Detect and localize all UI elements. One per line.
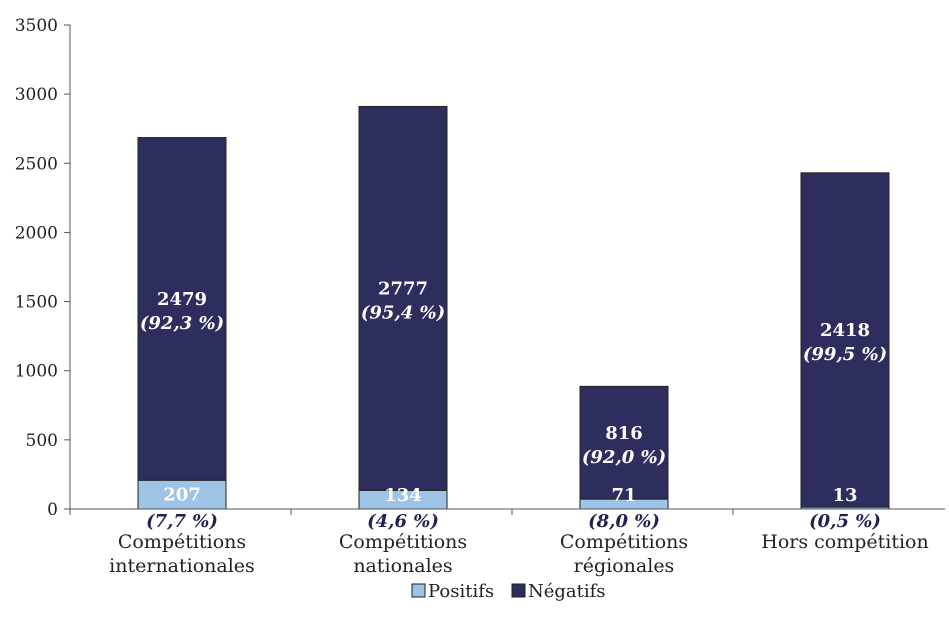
- legend-entry: Positifs: [428, 581, 494, 602]
- legend: Positifs Négatifs: [411, 581, 606, 602]
- bar-negatifs: [579, 385, 669, 500]
- y-tick-label: 3000: [15, 85, 58, 105]
- data-label-negatifs-value: 816: [605, 423, 643, 444]
- x-category-label: Compétitions internationales: [109, 531, 255, 577]
- bar-negatifs: [800, 172, 890, 508]
- data-label-negatifs-value: 2418: [820, 320, 870, 341]
- y-tick-label: 2500: [15, 154, 58, 174]
- legend-entry: Négatifs: [528, 581, 606, 602]
- y-tick-label: 3500: [15, 16, 58, 36]
- x-axis: Compétitions internationales Compétitions n…: [69, 508, 945, 577]
- legend-swatch: [411, 583, 426, 598]
- legend-swatch: [511, 583, 526, 598]
- data-label-negatifs-percent: (92,3 %): [140, 313, 224, 334]
- y-tick-label: 2000: [15, 223, 58, 243]
- data-label-positifs-value: 13: [832, 485, 857, 506]
- data-label-positifs-percent: (0,5 %): [809, 511, 881, 532]
- data-label-positifs-value: 134: [384, 485, 422, 506]
- data-label-positifs-percent: (4,6 %): [367, 511, 439, 532]
- y-tick-label: 1000: [15, 362, 58, 382]
- y-tick-label: 1500: [15, 293, 58, 313]
- data-label-positifs-percent: (7,7 %): [146, 511, 218, 532]
- y-tick-label: 0: [47, 500, 58, 520]
- x-category-label: Hors compétition: [761, 531, 928, 553]
- data-label-negatifs-value: 2777: [378, 278, 428, 299]
- bar-group: 2418 (99,5 %) 13 (0,5 %): [800, 172, 890, 532]
- data-label-positifs-percent: (8,0 %): [588, 511, 660, 532]
- bar-group: 816 (92,0 %) 71 (8,0 %): [579, 385, 669, 532]
- data-label-negatifs-percent: (99,5 %): [803, 344, 887, 365]
- x-category-label: Compétitions régionales: [560, 531, 688, 577]
- bar-group: 2479 (92,3 %) 207 (7,7 %): [137, 137, 227, 532]
- bar-group: 2777 (95,4 %) 134 (4,6 %): [358, 105, 448, 532]
- bar-negatifs: [137, 137, 227, 481]
- data-label-negatifs-percent: (92,0 %): [582, 447, 666, 468]
- y-axis: 0 500 1000 1500 2000 2500 3000 3500: [15, 16, 71, 520]
- bars: 2479 (92,3 %) 207 (7,7 %) 2777 (95,4 %) 134 (4,…: [137, 105, 890, 532]
- x-category-label: Compétitions nationales: [339, 531, 467, 577]
- data-label-positifs-value: 207: [163, 484, 201, 505]
- data-label-negatifs-percent: (95,4 %): [361, 302, 445, 323]
- data-label-positifs-value: 71: [611, 485, 636, 506]
- data-label-negatifs-value: 2479: [157, 289, 207, 310]
- y-tick-label: 500: [26, 431, 58, 451]
